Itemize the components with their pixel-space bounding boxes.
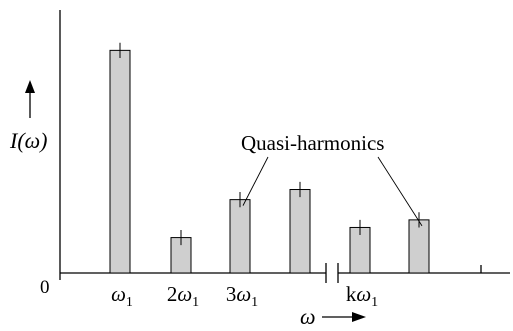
y-arrow-head <box>25 80 35 93</box>
x-tick-label-4: kω1 <box>346 282 378 310</box>
bar-3 <box>229 199 251 274</box>
origin-label: 0 <box>40 277 50 298</box>
x-axis-label: ω <box>300 304 316 329</box>
annotation-pointer-1 <box>242 156 269 206</box>
bar-1 <box>109 49 131 274</box>
annotation-label: Quasi-harmonics <box>241 131 384 155</box>
x-tick-label-2: 2ω1 <box>167 282 199 310</box>
y-axis-label: I(ω) <box>9 128 48 153</box>
x-tick-label-3: 3ω1 <box>226 282 258 310</box>
x-tick-label-1: ω1 <box>111 282 133 310</box>
bar-6 <box>408 219 430 274</box>
annotation-pointers <box>242 156 423 227</box>
bars-group <box>109 42 430 274</box>
x-arrow-head <box>352 312 366 322</box>
bar-4 <box>289 189 311 274</box>
tick-labels-group: ω1 2ω1 3ω1 kω1 <box>111 282 378 310</box>
annotation-pointer-2 <box>377 156 423 227</box>
